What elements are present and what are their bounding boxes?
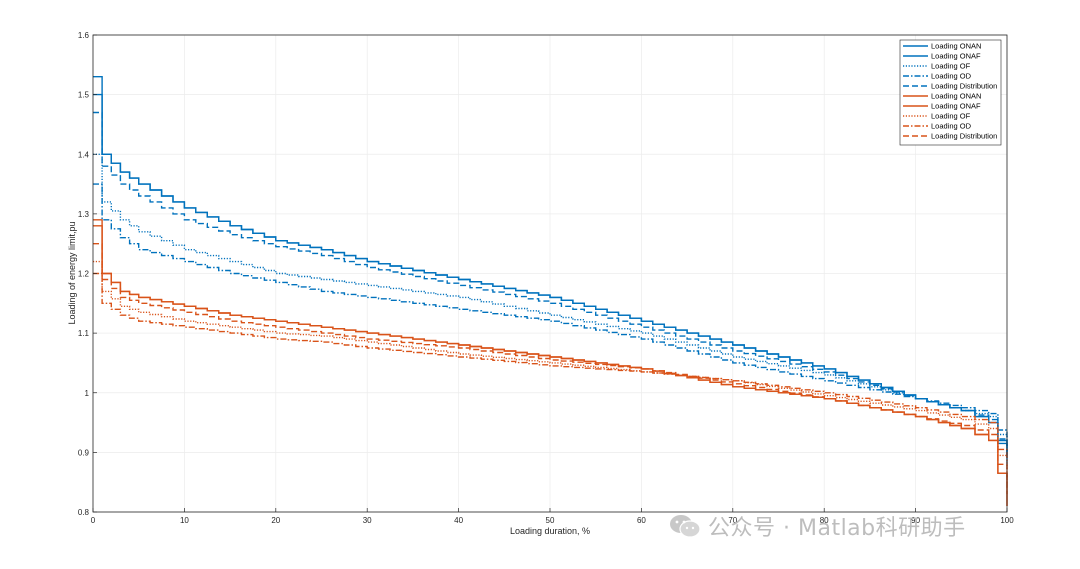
legend-label: Loading OF — [931, 112, 971, 121]
x-tick-label: 30 — [363, 516, 372, 525]
y-axis-label: Loading of energy limit,pu — [67, 221, 77, 324]
series-line — [93, 93, 1008, 465]
watermark-text: 公众号 · Matlab科研助手 — [708, 516, 966, 541]
legend-label: Loading ONAN — [931, 92, 981, 101]
series-line — [93, 183, 1008, 447]
legend-label: Loading ONAF — [931, 102, 981, 111]
y-tick-label: 1 — [85, 389, 90, 398]
legend-label: Loading OF — [931, 62, 971, 71]
legend-label: Loading OD — [931, 72, 972, 81]
y-tick-label: 1.5 — [78, 91, 90, 100]
x-tick-label: 10 — [180, 516, 189, 525]
x-tick-label: 40 — [454, 516, 463, 525]
x-tick-label: 60 — [637, 516, 646, 525]
series-layer — [93, 76, 1008, 506]
y-tick-label: 1.3 — [78, 210, 90, 219]
x-tick-label: 20 — [271, 516, 280, 525]
y-tick-label: 0.9 — [78, 448, 90, 457]
y-tick-label: 1.4 — [78, 150, 90, 159]
y-tick-label: 1.6 — [78, 31, 90, 40]
series-line — [93, 153, 1008, 453]
series-line — [93, 111, 1008, 459]
legend-label: Loading ONAF — [931, 52, 981, 61]
legend-label: Loading Distribution — [931, 82, 997, 91]
watermark: 公众号 · Matlab科研助手 — [668, 510, 966, 542]
x-tick-label: 0 — [91, 516, 96, 525]
legend-box — [899, 39, 1002, 146]
x-ticks: 0 10 20 30 40 50 60 70 80 90 100 — [91, 508, 1014, 525]
x-tick-label: 70 — [728, 516, 737, 525]
x-tick-label: 50 — [546, 516, 555, 525]
y-tick-label: 0.8 — [78, 508, 90, 517]
x-tick-label: 80 — [820, 516, 829, 525]
series-line — [93, 225, 1008, 506]
series-line — [93, 243, 1008, 495]
series-line — [93, 272, 1008, 477]
wechat-icon — [670, 515, 701, 538]
x-axis-label: Loading duration, % — [510, 526, 590, 536]
legend-label: Loading ONAN — [931, 42, 981, 51]
x-tick-label: 100 — [1000, 516, 1014, 525]
legend-label: Loading OD — [931, 122, 972, 131]
x-tick-label: 90 — [911, 516, 920, 525]
y-tick-label: 1.2 — [78, 270, 90, 279]
legend-label: Loading Distribution — [931, 132, 997, 141]
y-tick-label: 1.1 — [78, 329, 90, 338]
y-ticks: 0.8 0.9 1 1.1 1.2 1.3 1.4 1.5 1.6 — [78, 31, 97, 517]
